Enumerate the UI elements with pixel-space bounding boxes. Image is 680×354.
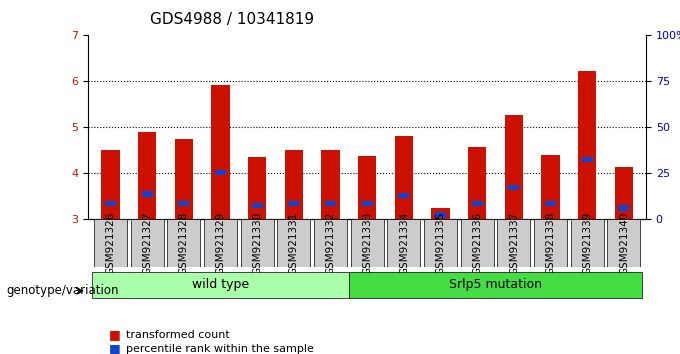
Text: GSM921339: GSM921339	[582, 212, 592, 275]
Bar	[358, 156, 376, 219]
Text: GSM921328: GSM921328	[179, 212, 189, 275]
FancyBboxPatch shape	[277, 219, 310, 267]
Text: GSM921340: GSM921340	[619, 212, 629, 275]
Text: ■: ■	[109, 328, 120, 341]
Bar	[211, 85, 230, 219]
Bar	[248, 157, 267, 219]
Bar	[215, 170, 226, 175]
Bar	[472, 201, 483, 206]
Text: GSM921335: GSM921335	[436, 212, 445, 275]
Text: GSM921330: GSM921330	[252, 212, 262, 275]
Bar	[582, 157, 593, 162]
FancyBboxPatch shape	[92, 272, 349, 298]
Bar	[545, 201, 556, 206]
Text: GDS4988 / 10341819: GDS4988 / 10341819	[150, 12, 313, 27]
FancyBboxPatch shape	[241, 219, 273, 267]
Bar	[325, 201, 336, 206]
Text: GSM921334: GSM921334	[399, 212, 409, 275]
Text: GSM921338: GSM921338	[545, 212, 556, 275]
FancyBboxPatch shape	[534, 219, 567, 267]
FancyBboxPatch shape	[424, 219, 457, 267]
Bar	[615, 166, 633, 219]
Text: GSM921333: GSM921333	[362, 212, 372, 275]
Bar	[509, 184, 520, 190]
Bar	[322, 149, 340, 219]
Bar	[435, 212, 446, 218]
Bar	[362, 201, 373, 206]
Bar	[288, 201, 299, 206]
FancyBboxPatch shape	[167, 219, 201, 267]
Bar	[101, 150, 120, 219]
Text: genotype/variation: genotype/variation	[7, 285, 119, 297]
Text: GSM921337: GSM921337	[509, 212, 519, 275]
FancyBboxPatch shape	[349, 272, 643, 298]
Text: GSM921331: GSM921331	[289, 212, 299, 275]
Bar	[175, 139, 193, 219]
FancyBboxPatch shape	[571, 219, 604, 267]
FancyBboxPatch shape	[388, 219, 420, 267]
Bar	[141, 192, 152, 197]
Bar	[285, 149, 303, 219]
Bar	[431, 208, 449, 219]
FancyBboxPatch shape	[204, 219, 237, 267]
Bar	[138, 132, 156, 219]
Text: transformed count: transformed count	[126, 330, 230, 339]
Bar	[468, 147, 486, 219]
Text: GSM921326: GSM921326	[105, 212, 116, 275]
Bar	[105, 201, 116, 206]
Bar	[541, 155, 560, 219]
Bar	[178, 201, 189, 206]
FancyBboxPatch shape	[314, 219, 347, 267]
Text: GSM921327: GSM921327	[142, 212, 152, 275]
Text: GSM921329: GSM921329	[216, 212, 226, 275]
FancyBboxPatch shape	[607, 219, 641, 267]
Text: percentile rank within the sample: percentile rank within the sample	[126, 344, 313, 354]
FancyBboxPatch shape	[498, 219, 530, 267]
Text: GSM921332: GSM921332	[326, 212, 335, 275]
Bar	[394, 136, 413, 219]
FancyBboxPatch shape	[461, 219, 494, 267]
Text: wild type: wild type	[192, 279, 249, 291]
Text: Srlp5 mutation: Srlp5 mutation	[449, 279, 542, 291]
Bar	[252, 203, 262, 209]
Bar	[505, 115, 523, 219]
Bar	[619, 205, 630, 211]
Bar	[398, 193, 409, 198]
FancyBboxPatch shape	[94, 219, 127, 267]
FancyBboxPatch shape	[351, 219, 384, 267]
FancyBboxPatch shape	[131, 219, 164, 267]
Text: ■: ■	[109, 342, 120, 354]
Text: GSM921336: GSM921336	[472, 212, 482, 275]
Bar	[578, 71, 596, 219]
